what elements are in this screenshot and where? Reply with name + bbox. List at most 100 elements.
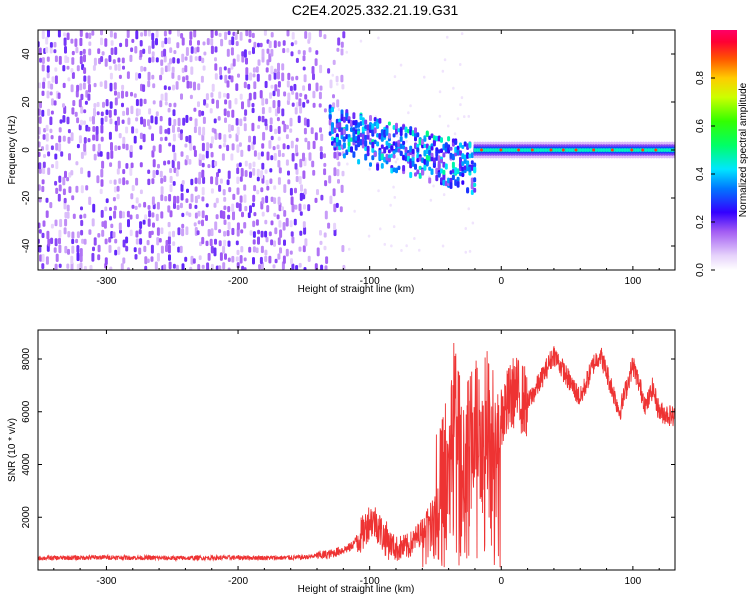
- spectrogram-cell: [207, 229, 211, 237]
- spectrogram-cell: [99, 188, 103, 195]
- spectrogram-cell: [76, 263, 80, 270]
- spectrogram-cell: [228, 39, 232, 46]
- spectrogram-cell: [41, 253, 45, 263]
- spectrogram-cell: [312, 73, 315, 81]
- spectrogram-cell: [190, 178, 194, 186]
- spectrogram-cell: [113, 179, 117, 185]
- spectrogram-cell: [202, 176, 206, 185]
- spectrogram-cell: [139, 49, 143, 58]
- spectrogram-cell: [122, 177, 126, 186]
- spectrogram-cell: [249, 171, 252, 178]
- spectrogram-cell: [468, 249, 472, 253]
- spectrogram-cell: [340, 116, 344, 122]
- spectrogram-cell: [181, 212, 185, 218]
- spectrogram-cell: [385, 140, 389, 146]
- colorbar-tick-label: 0.2: [695, 215, 706, 229]
- spectrogram-cell: [290, 196, 294, 206]
- spectrogram-cell: [54, 67, 58, 72]
- spectrogram-cell: [402, 140, 406, 146]
- spectrogram-cell: [407, 111, 410, 115]
- spectrogram-cell: [185, 198, 189, 203]
- spectrogram-cell: [169, 210, 173, 218]
- spectrogram-cell: [87, 126, 91, 132]
- spectrogram-cell: [486, 148, 490, 152]
- spectrogram-cell: [135, 99, 139, 107]
- spectrogram-cell: [371, 129, 375, 135]
- spectrogram-cell: [118, 133, 122, 139]
- spectrogram-cell: [53, 247, 57, 253]
- spectrogram-cell: [320, 133, 324, 142]
- spectrogram-cell: [227, 67, 231, 74]
- spectrogram-cell: [345, 134, 349, 140]
- spectrogram-cell: [273, 71, 277, 80]
- spectrogram-cell: [568, 148, 572, 152]
- spectrogram-cell: [74, 38, 78, 47]
- spectrogram-cell: [335, 202, 339, 208]
- spectrogram-cell: [109, 118, 113, 125]
- spectrogram-cell: [129, 229, 133, 237]
- spectrogram-cell: [235, 41, 239, 47]
- spectrogram-cell: [147, 119, 150, 127]
- spectrogram-cell: [252, 67, 256, 73]
- spectrogram-cell: [557, 148, 561, 152]
- spectrogram-cell: [270, 220, 274, 226]
- spectrogram-cell: [243, 116, 247, 122]
- spectrogram-cell: [202, 65, 206, 71]
- spectrogram-cell: [399, 136, 403, 142]
- spectrogram-cell: [248, 135, 252, 143]
- spectrogram-cell: [151, 212, 155, 218]
- spectrogram-cell: [63, 37, 67, 46]
- spectrogram-cell: [206, 142, 210, 152]
- spectrogram-cell: [283, 239, 286, 246]
- spectrogram-cell: [79, 30, 83, 38]
- spectrogram-cell: [173, 102, 177, 108]
- spectrogram-cell: [218, 132, 222, 140]
- spectrogram-cell: [116, 185, 120, 192]
- spectrogram-cell: [50, 237, 54, 245]
- spectrogram-cell: [53, 41, 57, 48]
- spectrogram-cell: [251, 102, 255, 108]
- spectrogram-cell: [311, 66, 315, 75]
- spectrogram-cell: [93, 103, 97, 108]
- spectrogram-cell: [92, 144, 96, 152]
- spectrogram-cell: [147, 30, 151, 37]
- spectrogram-cell: [416, 169, 420, 175]
- spectrogram-cell: [273, 68, 277, 74]
- spectrogram-cell: [352, 130, 356, 137]
- spectrogram-cell: [147, 71, 151, 81]
- spectrogram-cell: [45, 124, 49, 132]
- spectrogram-cell: [231, 203, 235, 213]
- spectrogram-cell: [175, 81, 179, 90]
- spectrogram-cell: [265, 195, 269, 204]
- spectrogram-cell: [232, 211, 235, 221]
- spectrogram-cell: [283, 91, 287, 97]
- spectrogram-cell: [122, 110, 126, 117]
- spectrogram-cell: [76, 143, 80, 149]
- spectrogram-cell: [352, 135, 356, 143]
- spectrogram-cell: [444, 163, 448, 170]
- spectrogram-cell: [138, 203, 142, 208]
- spectrogram-cell: [269, 117, 273, 125]
- spectrogram-cell: [169, 47, 173, 54]
- spectrogram-cell: [201, 187, 205, 196]
- spectrogram-cell: [307, 204, 311, 212]
- spectrogram-cell: [198, 255, 202, 261]
- spectrogram-cell: [345, 149, 349, 156]
- spectrogram-cell: [163, 48, 167, 57]
- spectrogram-cell: [290, 42, 294, 47]
- spectrogram-cell: [223, 196, 227, 202]
- spectrogram-cell: [218, 265, 222, 270]
- spectrogram-cell: [207, 252, 211, 261]
- spectrogram-cell: [392, 167, 396, 173]
- spectrogram-cell: [138, 247, 142, 255]
- spectrogram-cell: [468, 153, 472, 159]
- spectrogram-cell: [494, 148, 498, 152]
- spectrogram-cell: [308, 32, 312, 41]
- spectrogram-cell: [101, 51, 105, 56]
- spectrogram-cell: [100, 168, 104, 178]
- spectrogram-cell: [83, 150, 87, 156]
- spectrogram-cell: [441, 69, 445, 73]
- spectrogram-cell: [432, 184, 435, 188]
- spectrogram-cell: [176, 195, 180, 204]
- spectrogram-cell: [185, 114, 189, 123]
